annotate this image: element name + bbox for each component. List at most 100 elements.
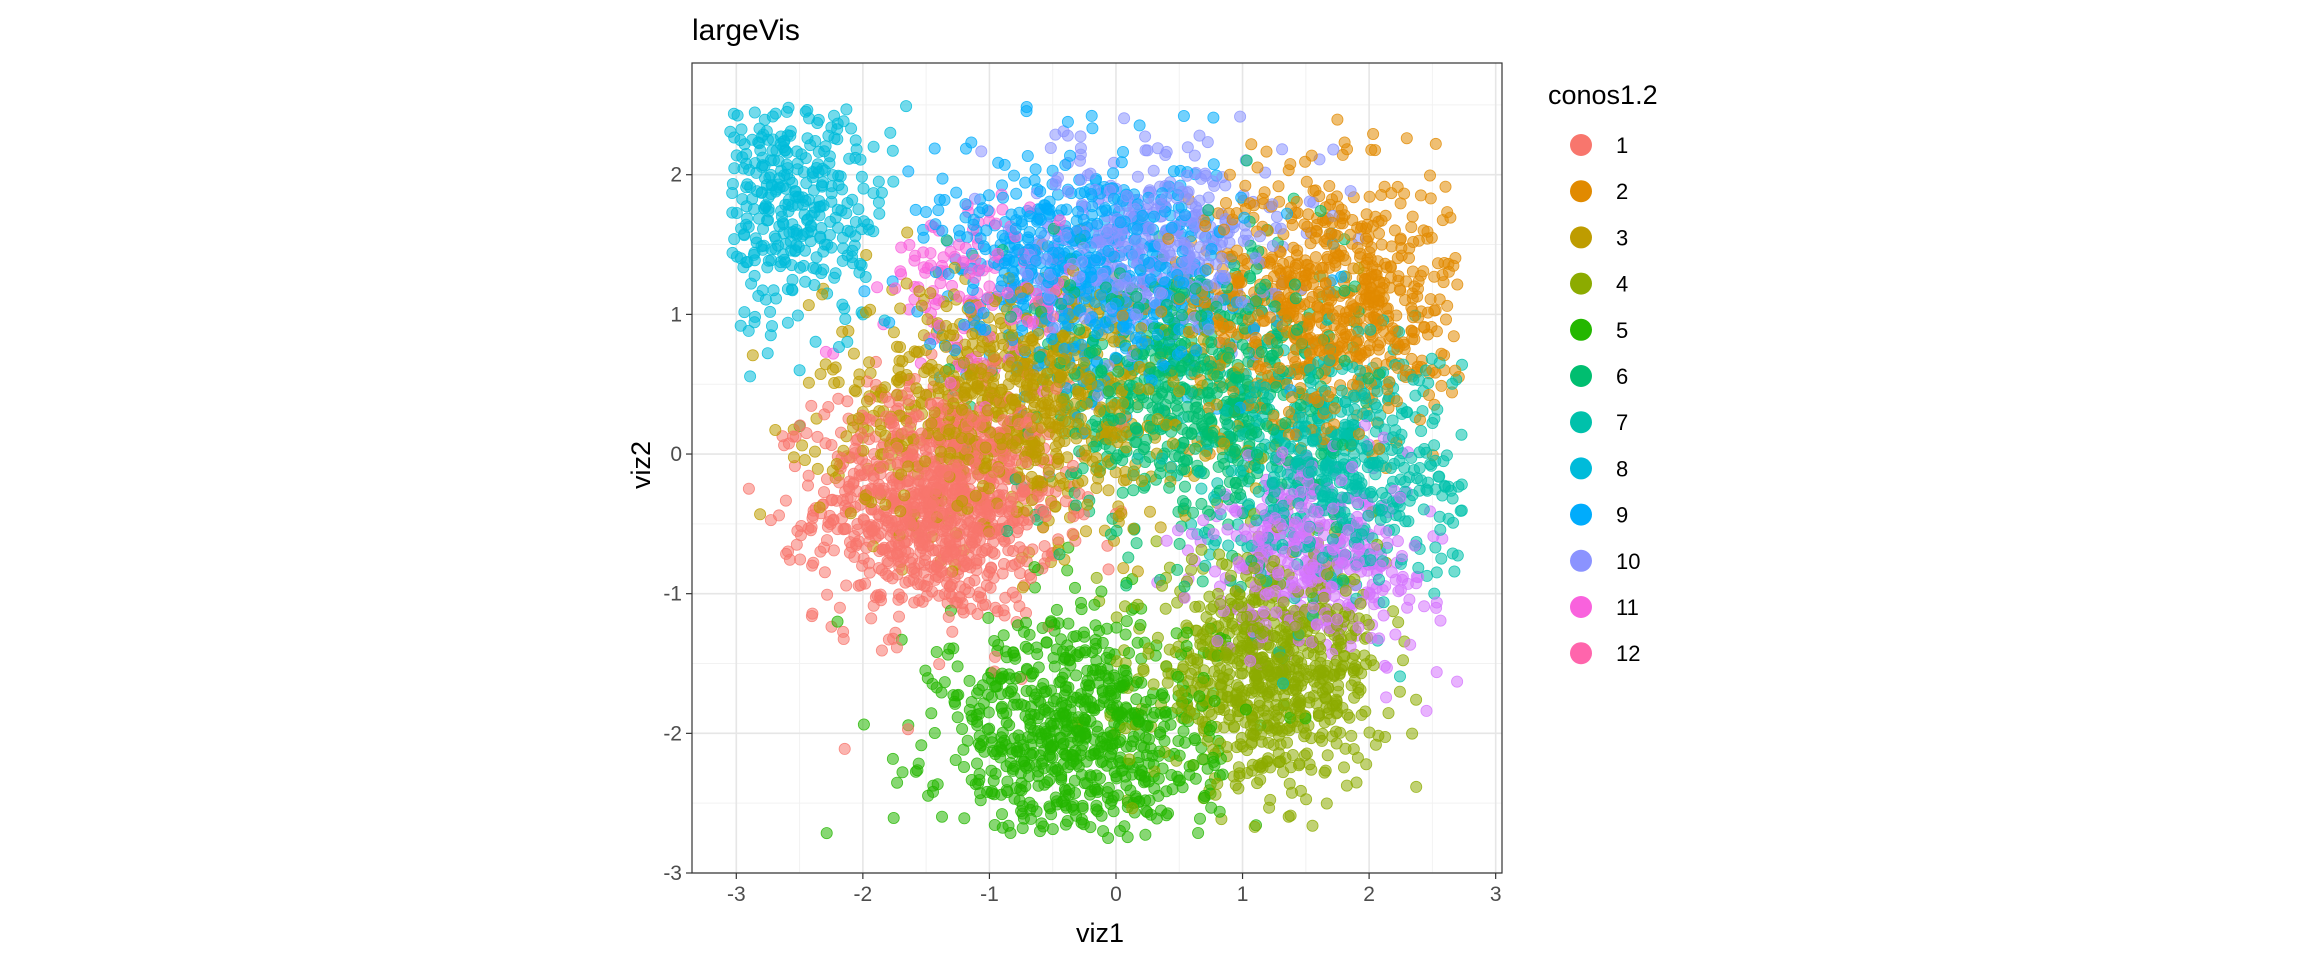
data-point-7	[1132, 453, 1143, 464]
data-point-8	[745, 371, 756, 382]
data-point-5	[936, 687, 947, 698]
data-point-5	[929, 727, 940, 738]
data-point-8	[767, 145, 778, 156]
chart-title: largeVis	[692, 14, 800, 47]
data-point-4	[1091, 572, 1102, 583]
data-point-5	[1122, 832, 1133, 843]
data-point-8	[844, 153, 855, 164]
data-point-7	[1436, 553, 1447, 564]
data-point-5	[821, 828, 832, 839]
data-point-4	[1138, 663, 1149, 674]
data-point-5	[1063, 618, 1074, 629]
data-point-5	[958, 744, 969, 755]
data-point-7	[1456, 429, 1467, 440]
data-point-12	[930, 299, 941, 310]
data-point-3	[994, 313, 1005, 324]
data-point-3	[894, 342, 905, 353]
data-point-2	[1246, 139, 1257, 150]
data-point-5	[1069, 582, 1080, 593]
data-point-6	[1123, 552, 1134, 563]
data-point-2	[1401, 133, 1412, 144]
data-point-11	[1208, 528, 1219, 539]
data-point-5	[983, 612, 994, 623]
data-point-11	[1290, 517, 1301, 528]
data-point-4	[1314, 732, 1325, 743]
data-point-8	[838, 243, 849, 254]
data-point-9	[933, 205, 944, 216]
data-point-4	[1210, 789, 1221, 800]
data-point-5	[975, 795, 986, 806]
data-point-11	[1378, 610, 1389, 621]
data-point-6	[1172, 564, 1183, 575]
data-point-5	[1071, 670, 1082, 681]
data-point-5	[1140, 829, 1151, 840]
data-point-4	[1301, 794, 1312, 805]
data-point-4	[1201, 612, 1212, 623]
data-point-4	[1221, 559, 1232, 570]
data-point-2	[1220, 197, 1231, 208]
data-point-5	[1020, 641, 1031, 652]
data-point-5	[1131, 677, 1142, 688]
data-point-7	[1410, 390, 1421, 401]
data-point-1	[893, 611, 904, 622]
data-point-9	[1208, 112, 1219, 123]
data-point-9	[983, 190, 994, 201]
data-point-10	[1045, 142, 1056, 153]
data-point-8	[853, 204, 864, 215]
data-point-5	[1062, 565, 1073, 576]
data-point-5	[1132, 637, 1143, 648]
data-point-10	[1220, 180, 1231, 191]
data-point-9	[1062, 116, 1073, 127]
data-point-9	[1052, 189, 1063, 200]
data-point-10	[1119, 113, 1130, 124]
data-point-10	[1132, 171, 1143, 182]
data-point-5	[1096, 810, 1107, 821]
data-point-1	[841, 580, 852, 591]
data-point-2	[1442, 207, 1453, 218]
data-point-5	[897, 767, 908, 778]
data-point-4	[1148, 679, 1159, 690]
data-point-8	[868, 141, 879, 152]
data-point-5	[1194, 813, 1205, 824]
data-point-3	[1144, 506, 1155, 517]
data-point-2	[1430, 138, 1441, 149]
data-point-4	[1407, 728, 1418, 739]
data-point-8	[762, 262, 773, 273]
data-point-9	[929, 143, 940, 154]
data-point-8	[775, 261, 786, 272]
data-point-4	[1214, 549, 1225, 560]
data-point-7	[1447, 493, 1458, 504]
data-point-5	[936, 811, 947, 822]
data-point-3	[1132, 566, 1143, 577]
data-point-5	[957, 723, 968, 734]
data-point-3	[803, 377, 814, 388]
data-point-2	[1257, 193, 1268, 204]
data-point-9	[1047, 333, 1058, 344]
data-point-1	[828, 545, 839, 556]
data-point-2	[1224, 169, 1235, 180]
data-point-5	[1089, 599, 1100, 610]
data-point-1	[972, 608, 983, 619]
data-point-2	[1283, 165, 1294, 176]
data-point-7	[1392, 443, 1403, 454]
data-point-4	[1160, 603, 1171, 614]
data-point-4	[1364, 727, 1375, 738]
data-point-2	[1266, 254, 1277, 265]
data-point-11	[1345, 641, 1356, 652]
data-point-4	[1119, 601, 1130, 612]
data-point-5	[1049, 661, 1060, 672]
data-point-3	[895, 303, 906, 314]
data-point-4	[1360, 706, 1371, 717]
data-point-9	[1178, 110, 1189, 121]
data-point-8	[888, 176, 899, 187]
data-point-1	[819, 409, 830, 420]
data-point-9	[1168, 166, 1179, 177]
data-point-9	[1116, 157, 1127, 168]
data-point-5	[1190, 773, 1201, 784]
data-point-8	[781, 106, 792, 117]
data-point-7	[1196, 483, 1207, 494]
data-point-1	[893, 594, 904, 605]
data-point-2	[1354, 313, 1365, 324]
data-point-4	[1383, 708, 1394, 719]
